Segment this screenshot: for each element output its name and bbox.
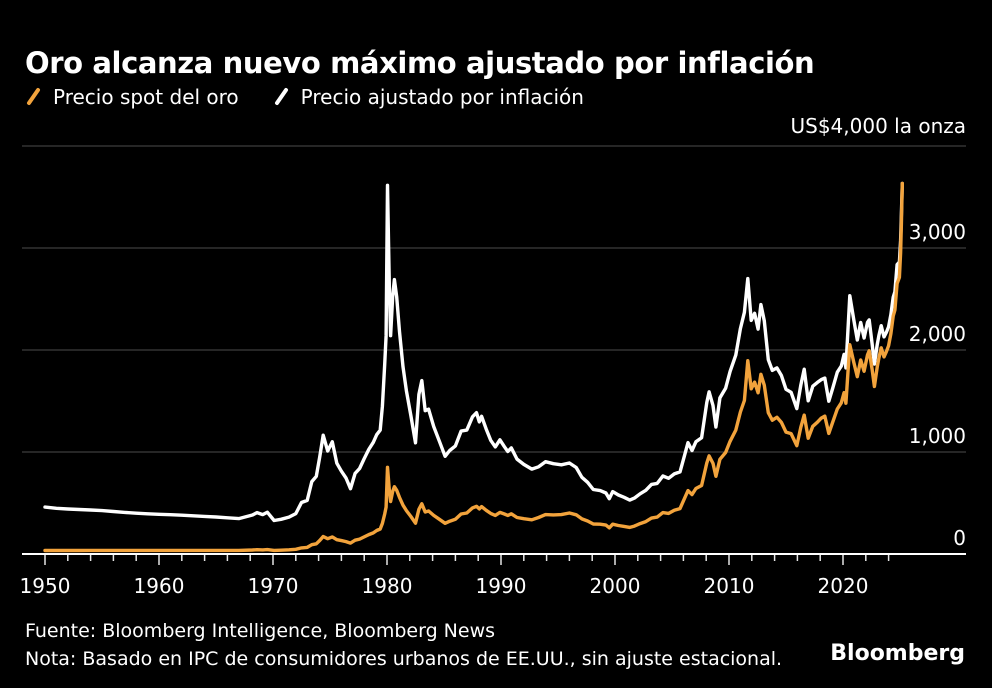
x-axis-label: 2020 — [818, 574, 869, 598]
y-axis-label: 2,000 — [909, 322, 966, 346]
x-axis-label: 2000 — [590, 574, 641, 598]
y-axis-unit-label: US$4,000 la onza — [790, 114, 966, 138]
x-axis-label: 1970 — [248, 574, 299, 598]
spot-line-swatch-icon — [27, 88, 40, 105]
adjusted-price-line — [43, 181, 904, 523]
note-text: Nota: Basado en IPC de consumidores urba… — [25, 648, 783, 670]
x-axis-label: 1990 — [476, 574, 527, 598]
adjusted-line-swatch-icon — [274, 88, 288, 105]
legend: Precio spot del oro Precio ajustado por … — [25, 85, 584, 109]
legend-label-adjusted: Precio ajustado por inflación — [300, 85, 584, 109]
legend-label-spot: Precio spot del oro — [53, 85, 239, 109]
x-axis-label: 1980 — [362, 574, 413, 598]
bloomberg-logo: Bloomberg — [830, 641, 965, 666]
y-axis-label: 0 — [953, 526, 966, 550]
source-text: Fuente: Bloomberg Intelligence, Bloomber… — [25, 620, 496, 642]
legend-item-spot: Precio spot del oro — [25, 85, 239, 109]
legend-item-adjusted: Precio ajustado por inflación — [273, 85, 584, 109]
chart-title: Oro alcanza nuevo máximo ajustado por in… — [25, 46, 815, 81]
x-axis-label: 2010 — [704, 574, 755, 598]
y-axis-label: 3,000 — [909, 220, 966, 244]
x-axis-label: 1960 — [134, 574, 185, 598]
spot-price-line — [43, 181, 904, 553]
y-axis-label: 1,000 — [909, 424, 966, 448]
x-axis-label: 1950 — [20, 574, 71, 598]
